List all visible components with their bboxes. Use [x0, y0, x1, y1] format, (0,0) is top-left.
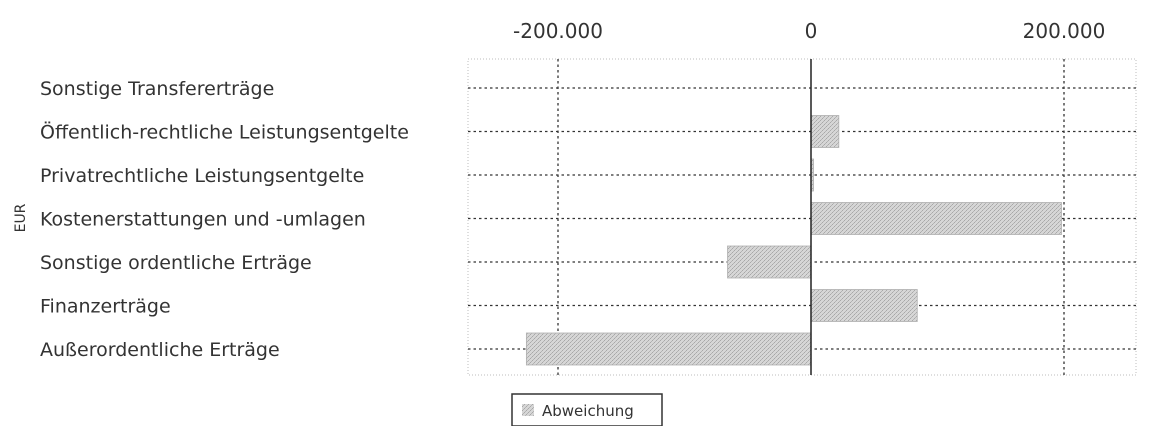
bars: [525, 115, 1062, 366]
x-tick-label: -200.000: [513, 19, 603, 43]
legend-label-abweichung: Abweichung: [542, 402, 634, 420]
bar: [810, 115, 840, 148]
category-label: Öffentlich-rechtliche Leistungsentgelte: [40, 121, 409, 144]
x-tick-label: 200.000: [1023, 19, 1106, 43]
bar: [810, 289, 918, 322]
category-label: Kostenerstattungen und -umlagen: [40, 209, 366, 231]
plot-area: [467, 58, 1137, 376]
x-tick-label: 0: [805, 19, 818, 43]
category-labels: Sonstige Transfererträge Öffentlich-recht…: [40, 78, 409, 361]
legend-box: [511, 393, 663, 426]
bar: [810, 202, 1062, 235]
bar: [525, 332, 812, 366]
legend-swatch: [522, 404, 534, 416]
bar: [727, 245, 812, 279]
legend: Abweichung: [511, 393, 663, 426]
category-label: Privatrechtliche Leistungsentgelte: [40, 165, 364, 187]
category-label: Sonstige Transfererträge: [40, 78, 274, 100]
x-tick-labels: -200.000 0 200.000: [513, 19, 1105, 43]
category-label: Sonstige ordentliche Erträge: [40, 252, 312, 274]
y-axis-title: EUR: [13, 203, 29, 232]
category-label: Außerordentliche Erträge: [40, 339, 280, 361]
category-label: Finanzerträge: [40, 296, 171, 318]
